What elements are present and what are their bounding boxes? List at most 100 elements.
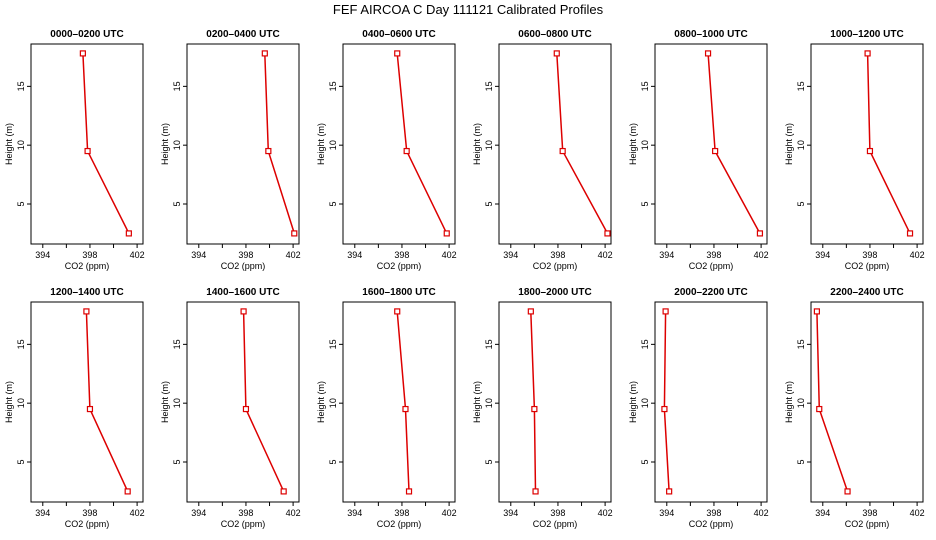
y-tick-label: 5 <box>16 201 26 206</box>
x-tick-label: 398 <box>862 508 877 518</box>
x-tick-label: 394 <box>659 508 674 518</box>
data-point <box>394 308 401 315</box>
y-tick-label: 15 <box>328 81 338 91</box>
panel-1: 0000–0200 UTC 394 398 402 5 10 15 CO2 (ppm) Heig… <box>4 29 145 271</box>
panel-title: 2000–2200 UTC <box>674 287 747 298</box>
x-axis-label: CO2 (ppm) <box>533 519 578 529</box>
x-tick-label: 394 <box>503 250 518 260</box>
y-tick-label: 5 <box>640 201 650 206</box>
profile-line <box>242 311 285 492</box>
x-axis-label: CO2 (ppm) <box>377 261 422 271</box>
x-tick-label: 402 <box>286 250 301 260</box>
profile-line <box>264 53 296 234</box>
panel-7: 1200–1400 UTC 394 398 402 5 10 15 CO2 (ppm) Heig… <box>4 287 145 529</box>
profile-line <box>530 311 537 492</box>
x-tick-label: 394 <box>347 250 362 260</box>
profile-line <box>866 53 911 234</box>
data-point <box>712 147 719 155</box>
plot-frame <box>30 43 144 245</box>
x-tick-label: 402 <box>442 508 457 518</box>
y-tick-label: 10 <box>640 398 650 408</box>
y-axis-label: Height (m) <box>628 381 638 423</box>
data-point <box>83 308 90 315</box>
y-tick-label: 5 <box>172 459 182 464</box>
plot-frame <box>342 301 456 503</box>
plot-frame <box>342 43 456 245</box>
x-tick-label: 398 <box>550 250 565 260</box>
y-tick-label: 5 <box>328 459 338 464</box>
data-point <box>79 50 86 57</box>
x-tick-label: 398 <box>862 250 877 260</box>
y-tick-label: 5 <box>172 201 182 206</box>
y-tick-label: 10 <box>796 140 806 150</box>
data-point <box>242 405 250 413</box>
y-axis-label: Height (m) <box>316 123 326 165</box>
data-point <box>261 50 268 57</box>
profile-line <box>85 311 129 492</box>
y-tick-label: 10 <box>640 140 650 150</box>
panel-9: 1600–1800 UTC 394 398 402 5 10 15 CO2 (ppm) Heig… <box>316 287 457 529</box>
plot-frame <box>186 43 300 245</box>
panel-4: 0600–0800 UTC 394 398 402 5 10 15 CO2 (ppm) Heig… <box>472 29 613 271</box>
x-tick-label: 394 <box>659 250 674 260</box>
y-tick-label: 10 <box>328 398 338 408</box>
y-tick-label: 10 <box>484 398 494 408</box>
x-tick-label: 402 <box>754 250 769 260</box>
x-axis-label: CO2 (ppm) <box>533 261 578 271</box>
y-axis-label: Height (m) <box>784 381 794 423</box>
panel-title: 0800–1000 UTC <box>674 29 747 40</box>
panel-grid: 0000–0200 UTC 394 398 402 5 10 15 CO2 (ppm) Heig… <box>4 29 925 529</box>
data-point <box>265 147 272 155</box>
y-tick-label: 10 <box>328 140 338 150</box>
data-point <box>531 405 538 413</box>
panel-title: 1800–2000 UTC <box>518 287 591 298</box>
profile-line <box>82 53 130 234</box>
y-tick-label: 5 <box>640 459 650 464</box>
x-tick-label: 394 <box>35 250 50 260</box>
y-tick-label: 15 <box>172 81 182 91</box>
data-point <box>280 488 287 495</box>
x-tick-label: 402 <box>598 508 613 518</box>
panel-title: 1200–1400 UTC <box>50 287 123 298</box>
x-tick-label: 402 <box>130 250 145 260</box>
panel-title: 0000–0200 UTC <box>50 29 123 40</box>
y-tick-label: 15 <box>172 339 182 349</box>
data-point <box>756 230 764 237</box>
y-tick-label: 15 <box>484 81 494 91</box>
y-axis-label: Height (m) <box>160 123 170 165</box>
y-tick-label: 10 <box>16 140 26 150</box>
data-point <box>813 308 820 315</box>
x-tick-label: 402 <box>910 250 925 260</box>
x-tick-label: 398 <box>238 508 253 518</box>
panel-title: 0200–0400 UTC <box>206 29 279 40</box>
data-point <box>402 405 409 413</box>
panel-11: 2000–2200 UTC 394 398 402 5 10 15 CO2 (ppm) Heig… <box>628 287 769 529</box>
x-tick-label: 398 <box>550 508 565 518</box>
data-point <box>559 147 566 155</box>
plot-frame <box>810 43 924 245</box>
data-point <box>84 147 91 155</box>
x-tick-label: 398 <box>82 250 97 260</box>
data-point <box>291 230 298 237</box>
data-point <box>662 308 669 315</box>
y-tick-label: 15 <box>796 339 806 349</box>
data-point <box>864 50 871 57</box>
plot-frame <box>654 301 768 503</box>
data-point <box>661 405 668 413</box>
panel-title: 0600–0800 UTC <box>518 29 591 40</box>
figure-title: FEF AIRCOA C Day 111121 Calibrated Profi… <box>333 2 604 17</box>
x-axis-label: CO2 (ppm) <box>221 519 266 529</box>
x-tick-label: 394 <box>503 508 518 518</box>
y-tick-label: 5 <box>16 459 26 464</box>
data-point <box>403 147 410 155</box>
data-point <box>125 230 132 237</box>
y-tick-label: 5 <box>484 201 494 206</box>
y-tick-label: 10 <box>484 140 494 150</box>
y-tick-label: 15 <box>16 339 26 349</box>
plot-frame <box>498 43 612 245</box>
x-axis-label: CO2 (ppm) <box>65 261 110 271</box>
profile-line <box>396 311 410 492</box>
y-axis-label: Height (m) <box>4 123 14 165</box>
y-tick-label: 10 <box>796 398 806 408</box>
